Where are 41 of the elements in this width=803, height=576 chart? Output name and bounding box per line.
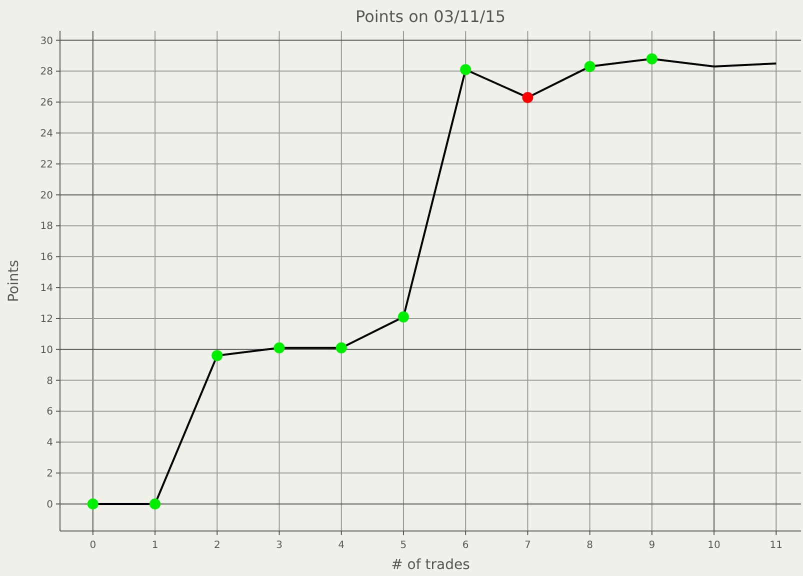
point: [646, 53, 658, 64]
y-axis-title: Points: [6, 260, 22, 302]
point: [274, 342, 285, 354]
x-tick-label: 3: [276, 540, 282, 551]
x-tick-label: 0: [90, 540, 96, 551]
y-tick-label: 6: [46, 406, 53, 418]
y-tick-label: 22: [40, 159, 53, 170]
y-tick-label: 18: [40, 221, 53, 232]
chart-title: Points on 03/11/15: [355, 7, 506, 26]
y-tick-label: 8: [46, 376, 53, 387]
x-tick-label: 6: [462, 540, 469, 551]
y-tick-label: 12: [40, 314, 53, 325]
x-tick-label: 4: [338, 540, 345, 551]
y-tick-label: 20: [40, 190, 53, 202]
x-tick-label: 10: [708, 540, 720, 551]
y-tick-label: 10: [40, 344, 53, 356]
point: [150, 498, 161, 510]
y-tick-label: 4: [46, 438, 53, 449]
y-tick-label: 26: [40, 98, 53, 109]
y-tick-label: 28: [40, 66, 53, 78]
x-tick-label: 9: [648, 540, 656, 551]
point: [584, 61, 596, 72]
point: [212, 350, 223, 362]
point: [336, 342, 347, 354]
point: [460, 64, 472, 76]
x-tick-label: 1: [152, 540, 158, 551]
x-tick-label: 8: [586, 540, 594, 551]
y-tick-label: 2: [46, 468, 53, 480]
point: [398, 311, 409, 322]
y-tick-label: 14: [40, 283, 53, 294]
x-axis-title: # of trades: [391, 557, 470, 573]
point: [522, 92, 534, 103]
x-tick-label: 5: [400, 540, 407, 551]
y-tick-label: 16: [40, 252, 53, 264]
point: [87, 498, 98, 510]
x-tick-label: 7: [524, 540, 531, 551]
y-tick-label: 24: [40, 128, 53, 140]
x-tick-label: 2: [214, 540, 220, 551]
x-tick-label: 11: [770, 540, 783, 551]
y-tick-label: 30: [40, 36, 53, 47]
y-tick-label: 0: [46, 499, 53, 510]
